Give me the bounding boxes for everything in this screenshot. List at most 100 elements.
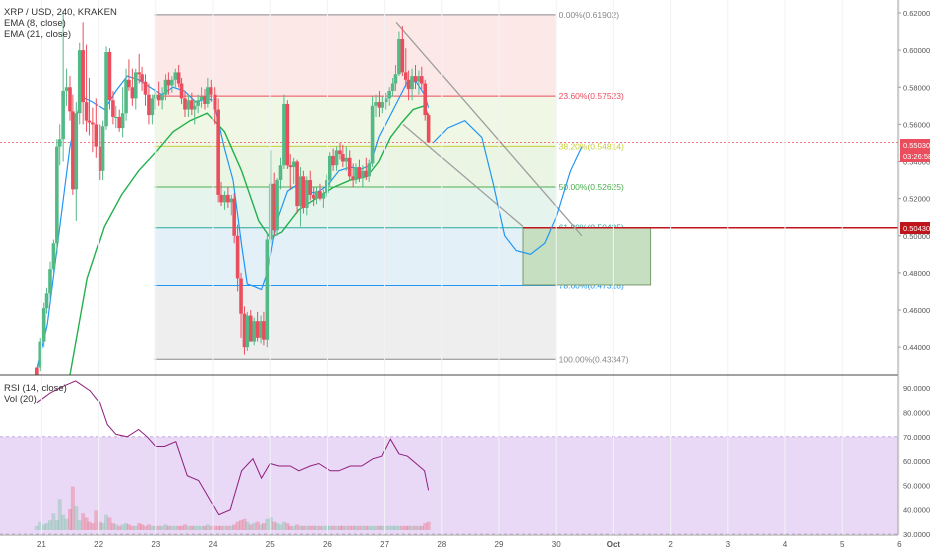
- candle-body: [252, 321, 256, 342]
- candle-body: [64, 87, 69, 91]
- rsi-tick-label: 90.0000: [903, 384, 930, 393]
- candle-body: [124, 79, 128, 114]
- candle-body: [383, 98, 388, 103]
- candle-body: [87, 120, 92, 123]
- volume-bar: [383, 525, 388, 530]
- candle-body: [150, 98, 155, 116]
- candle-body: [295, 161, 299, 207]
- candle-body: [278, 165, 283, 181]
- rsi-tick-label: 50.0000: [903, 481, 930, 490]
- rsi-legend: RSI (14, close): [4, 383, 67, 394]
- rsi-tick-label: 60.0000: [903, 457, 930, 466]
- volume-bar: [192, 525, 197, 530]
- candle-body: [127, 79, 131, 88]
- volume-bar: [351, 525, 356, 530]
- candle-body: [301, 176, 306, 208]
- volume-bar: [354, 525, 359, 530]
- rsi-panel[interactable]: [0, 380, 898, 535]
- candle-body: [298, 176, 303, 207]
- volume-bar: [126, 524, 131, 530]
- candle-body: [282, 103, 286, 166]
- candle-body: [51, 243, 56, 270]
- candle-body: [117, 116, 121, 129]
- candle-body: [113, 116, 118, 118]
- candle-body: [84, 102, 89, 121]
- candle-body: [325, 180, 329, 194]
- fib-zone: [154, 227, 556, 286]
- candle-body: [426, 115, 431, 143]
- rsi-tick-label: 30.0000: [903, 530, 930, 539]
- time-tick-label: 26: [323, 540, 332, 549]
- volume-bar: [61, 514, 66, 530]
- candle-body: [239, 278, 243, 314]
- candle-body: [341, 154, 345, 162]
- price-tick-label: 0.48000: [903, 269, 930, 278]
- price-tick-label: 0.44000: [903, 343, 930, 352]
- candle-body: [387, 90, 391, 99]
- candle-body: [229, 198, 234, 203]
- volume-bar: [44, 523, 49, 530]
- candle-body: [410, 76, 414, 90]
- candle-body: [163, 79, 168, 95]
- volume-bar: [232, 524, 237, 530]
- volume-bar: [387, 525, 392, 530]
- volume-bar: [179, 525, 184, 530]
- candle-body: [311, 194, 316, 199]
- candle-body: [248, 315, 253, 342]
- target-zone: [522, 227, 652, 286]
- candle-body: [104, 51, 108, 127]
- candle-body: [209, 87, 214, 95]
- symbol-title: XRP / USD, 240, KRAKEN: [4, 7, 117, 18]
- volume-bar: [377, 525, 382, 530]
- volume-bar: [298, 525, 303, 530]
- candle-body: [354, 167, 358, 181]
- volume-bar: [255, 521, 260, 530]
- volume-bar: [160, 525, 165, 530]
- volume-bar: [110, 523, 115, 530]
- candle-body: [344, 157, 349, 162]
- volume-bar: [222, 525, 227, 530]
- candle-body: [173, 72, 178, 80]
- volume-bar: [225, 525, 230, 530]
- candle-body: [272, 183, 277, 231]
- candle-body: [38, 341, 43, 368]
- candle-body: [97, 146, 102, 171]
- candle-body: [351, 176, 355, 181]
- volume-bar: [370, 525, 375, 530]
- volume-bar: [54, 520, 59, 530]
- price-tick-label: 0.56000: [903, 120, 930, 129]
- volume-bar: [275, 523, 280, 530]
- volume-bar: [413, 525, 418, 530]
- volume-bar: [308, 525, 313, 530]
- volume-bar: [120, 524, 125, 530]
- time-tick-label: 22: [94, 540, 103, 549]
- countdown-tag-bg: [900, 151, 930, 162]
- volume-bar: [245, 521, 250, 530]
- candle-body: [48, 269, 52, 294]
- volume-bar: [374, 525, 379, 530]
- fib-level-label: 0.00%(0.61902): [559, 10, 620, 20]
- candle-body: [130, 87, 135, 99]
- candle-body: [321, 193, 326, 199]
- candle-body: [176, 72, 181, 84]
- volume-bar: [100, 523, 105, 530]
- volume-bar: [189, 525, 194, 530]
- volume-bar: [390, 525, 395, 530]
- candle-body: [77, 50, 82, 114]
- volume-bar: [340, 525, 345, 530]
- volume-bar: [347, 525, 352, 530]
- price-tags: 0.55030 03:26:58 0.50430: [900, 139, 932, 234]
- candle-body: [370, 105, 375, 164]
- candle-body: [186, 100, 191, 110]
- price-panel[interactable]: 0.00%(0.61902) 23.60%(0.57523) 38.20%(0.54…: [0, 10, 898, 376]
- fib-level-label: 50.00%(0.52625): [559, 182, 624, 192]
- candle-body: [183, 98, 187, 110]
- candle-body: [403, 72, 408, 80]
- volume-bar: [311, 525, 316, 530]
- volume-bar: [133, 525, 138, 530]
- volume-bar: [166, 525, 171, 530]
- time-tick-label: 2: [668, 540, 673, 549]
- candle-body: [417, 76, 421, 82]
